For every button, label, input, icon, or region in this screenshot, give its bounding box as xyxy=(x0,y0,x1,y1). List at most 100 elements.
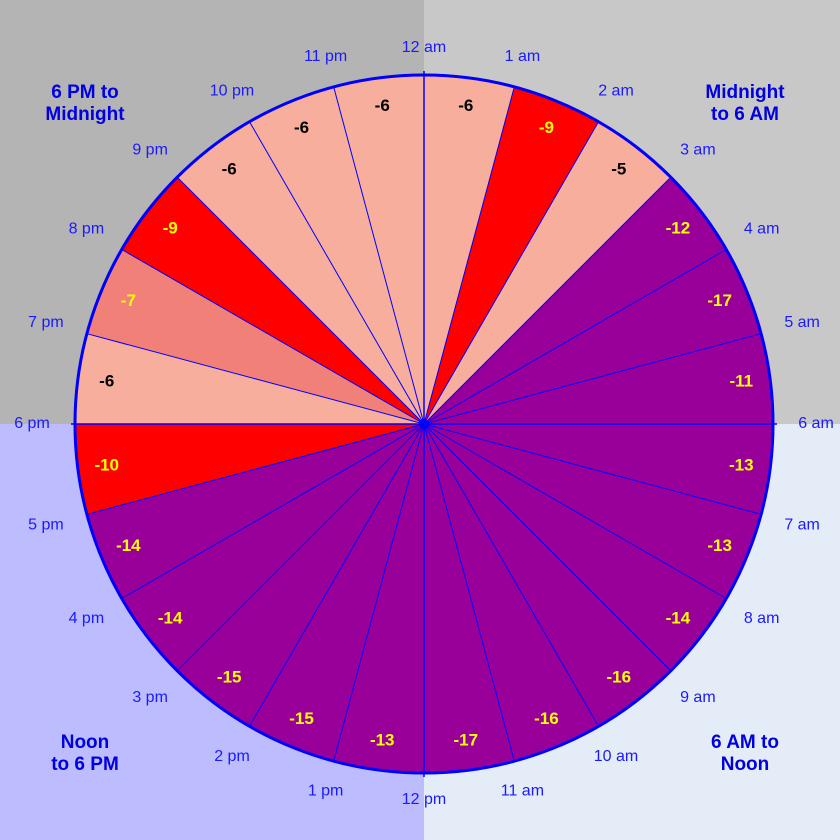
quadrant-label: 6 AM to xyxy=(711,732,779,753)
radial-line xyxy=(423,176,672,425)
wedge xyxy=(121,424,424,671)
value-label: -12 xyxy=(666,219,691,238)
value-label: -6 xyxy=(458,96,473,115)
wedge xyxy=(333,75,424,424)
radial-line xyxy=(333,423,425,762)
value-label: -10 xyxy=(94,455,119,474)
value-label: -6 xyxy=(222,160,237,179)
hour-label: 4 pm xyxy=(69,610,105,627)
radial-line xyxy=(121,249,425,425)
quadrant-label: Noon xyxy=(61,732,110,753)
hour-label: 10 am xyxy=(594,748,638,765)
quadrant-label: to 6 AM xyxy=(711,104,779,125)
radial-line xyxy=(86,333,425,425)
radial-line xyxy=(423,423,672,672)
wedge xyxy=(424,424,727,671)
wedge xyxy=(249,86,424,425)
wedge xyxy=(75,424,424,515)
wedge xyxy=(424,86,599,425)
radial-line xyxy=(249,423,425,727)
value-label: -6 xyxy=(294,118,309,137)
radial-line xyxy=(423,249,727,425)
hour-label: 8 am xyxy=(744,610,780,627)
value-label: -13 xyxy=(729,455,754,474)
value-label: -13 xyxy=(370,731,395,750)
wedge xyxy=(424,121,671,424)
wedge xyxy=(249,424,424,762)
value-label: -9 xyxy=(539,118,554,137)
value-label: -17 xyxy=(453,731,478,750)
hour-label: 1 am xyxy=(505,48,541,65)
clock-outline xyxy=(73,73,775,775)
radial-line xyxy=(423,86,515,425)
wedge xyxy=(177,121,424,424)
value-label: -7 xyxy=(121,291,136,310)
radial-line xyxy=(423,423,727,599)
hour-label: 1 pm xyxy=(308,782,344,799)
value-label: -13 xyxy=(707,536,732,555)
wedge xyxy=(424,177,727,424)
wedge xyxy=(424,424,599,762)
quadrant-label: to 6 PM xyxy=(51,754,119,775)
value-label: -11 xyxy=(729,372,753,391)
wedge xyxy=(177,424,424,727)
hour-label: 12 pm xyxy=(402,791,446,808)
wedge xyxy=(424,424,515,773)
value-label: -6 xyxy=(375,96,390,115)
radial-line xyxy=(423,423,762,515)
radial-line xyxy=(423,333,762,425)
hour-label: 9 pm xyxy=(132,141,168,158)
radial-line xyxy=(423,423,599,727)
radial-line xyxy=(176,176,425,425)
value-label: -15 xyxy=(217,667,242,686)
quadrant-label: Midnight xyxy=(705,82,785,103)
hour-label: 9 am xyxy=(680,689,716,706)
value-label: -9 xyxy=(163,219,178,238)
hour-label: 7 am xyxy=(784,517,820,534)
hour-label: 5 am xyxy=(784,314,820,331)
hour-label: 3 pm xyxy=(132,689,168,706)
radial-line xyxy=(333,86,425,425)
radial-line xyxy=(249,121,425,425)
value-label: -16 xyxy=(534,709,559,728)
center-dot xyxy=(419,419,429,429)
hour-label: 5 pm xyxy=(28,517,64,534)
wedge xyxy=(424,424,762,599)
wedge xyxy=(86,424,425,599)
wedge xyxy=(424,333,773,424)
hour-label: 11 am xyxy=(501,782,544,799)
value-label: -6 xyxy=(99,372,114,391)
value-label: -17 xyxy=(707,291,732,310)
radial-line xyxy=(121,423,425,599)
wedge xyxy=(75,333,424,424)
wedge xyxy=(333,424,424,773)
wedge xyxy=(424,424,773,515)
radial-line xyxy=(423,121,599,425)
hour-label: 4 am xyxy=(744,220,780,237)
hour-label: 6 am xyxy=(798,415,834,432)
quadrant-label: Noon xyxy=(721,754,770,775)
value-label: -5 xyxy=(611,160,626,179)
radial-line xyxy=(423,423,515,762)
hour-label: 11 pm xyxy=(304,48,347,65)
value-label: -14 xyxy=(666,608,691,627)
wedge xyxy=(121,177,424,424)
wedge xyxy=(424,424,671,727)
radial-line xyxy=(86,423,425,515)
hour-label: 2 pm xyxy=(214,748,250,765)
hour-label: 6 pm xyxy=(14,415,50,432)
hour-label: 2 am xyxy=(598,83,634,100)
hour-label: 12 am xyxy=(402,39,446,56)
hour-label: 8 pm xyxy=(69,220,105,237)
quadrant-label: Midnight xyxy=(45,104,125,125)
wedge xyxy=(424,75,515,424)
hour-label: 7 pm xyxy=(28,314,64,331)
wedge xyxy=(86,249,425,424)
quadrant-label: 6 PM to xyxy=(51,82,119,103)
hour-label: 3 am xyxy=(680,141,716,158)
value-label: -15 xyxy=(289,709,314,728)
hour-label: 10 pm xyxy=(210,83,254,100)
wedge xyxy=(424,249,762,424)
radial-line xyxy=(176,423,425,672)
value-label: -14 xyxy=(116,536,141,555)
